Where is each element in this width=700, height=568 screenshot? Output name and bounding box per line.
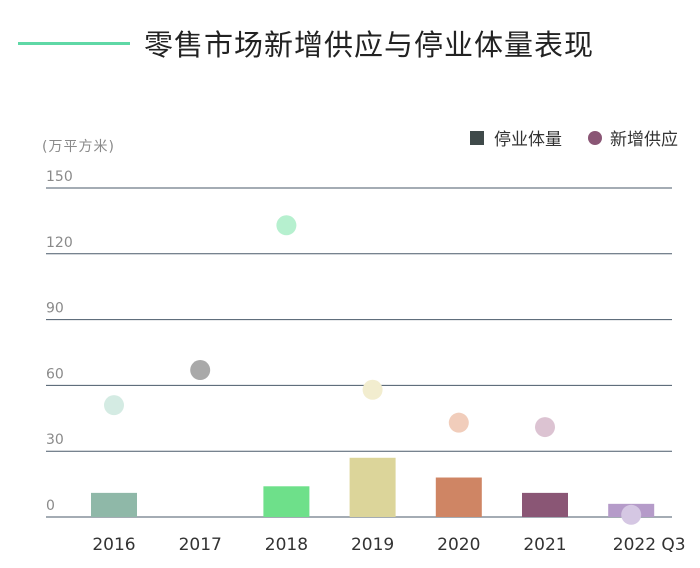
bar-3 — [349, 457, 396, 517]
y-tick-label-60: 60 — [46, 366, 64, 382]
supply-point-1 — [190, 360, 211, 381]
bar-0 — [91, 492, 137, 517]
supply-point-5 — [535, 417, 555, 438]
chart-title: 零售市场新增供应与停业体量表现 — [144, 28, 595, 62]
bar-2 — [263, 486, 310, 517]
supply-point-6 — [621, 504, 642, 525]
title-accent-line — [18, 41, 130, 45]
x-tick-label-3: 2019 — [351, 535, 394, 555]
legend-dot-icon — [588, 130, 602, 145]
bar-4 — [435, 477, 482, 517]
supply-point-2 — [276, 215, 297, 236]
supply-point-3 — [362, 379, 383, 400]
x-tick-label-4: 2020 — [437, 535, 480, 555]
x-tick-label-1: 2017 — [179, 535, 222, 555]
supply-point-0 — [104, 395, 124, 416]
legend-item-closure: 停业体量 — [470, 125, 562, 150]
legend-label-supply: 新增供应 — [610, 130, 678, 150]
supply-point-4 — [448, 412, 469, 433]
legend-label-closure: 停业体量 — [494, 130, 562, 150]
title-bar: 零售市场新增供应与停业体量表现 — [18, 22, 594, 64]
y-tick-label-0: 0 — [46, 498, 55, 514]
y-tick-label-150: 150 — [46, 169, 73, 185]
y-tick-label-30: 30 — [46, 432, 64, 448]
y-tick-label-120: 120 — [46, 235, 73, 251]
chart-legend: 停业体量 新增供应 — [444, 125, 678, 150]
legend-item-supply: 新增供应 — [588, 125, 678, 150]
x-tick-label-5: 2021 — [523, 535, 566, 555]
y-tick-label-90: 90 — [46, 301, 64, 317]
legend-square-icon — [470, 130, 484, 145]
y-axis-unit-label: (万平方米) — [42, 139, 115, 155]
x-tick-label-6: 2022 Q3 — [613, 535, 686, 555]
x-tick-label-2: 2018 — [265, 535, 308, 555]
x-tick-label-0: 2016 — [92, 535, 135, 555]
bar-5 — [522, 492, 568, 517]
